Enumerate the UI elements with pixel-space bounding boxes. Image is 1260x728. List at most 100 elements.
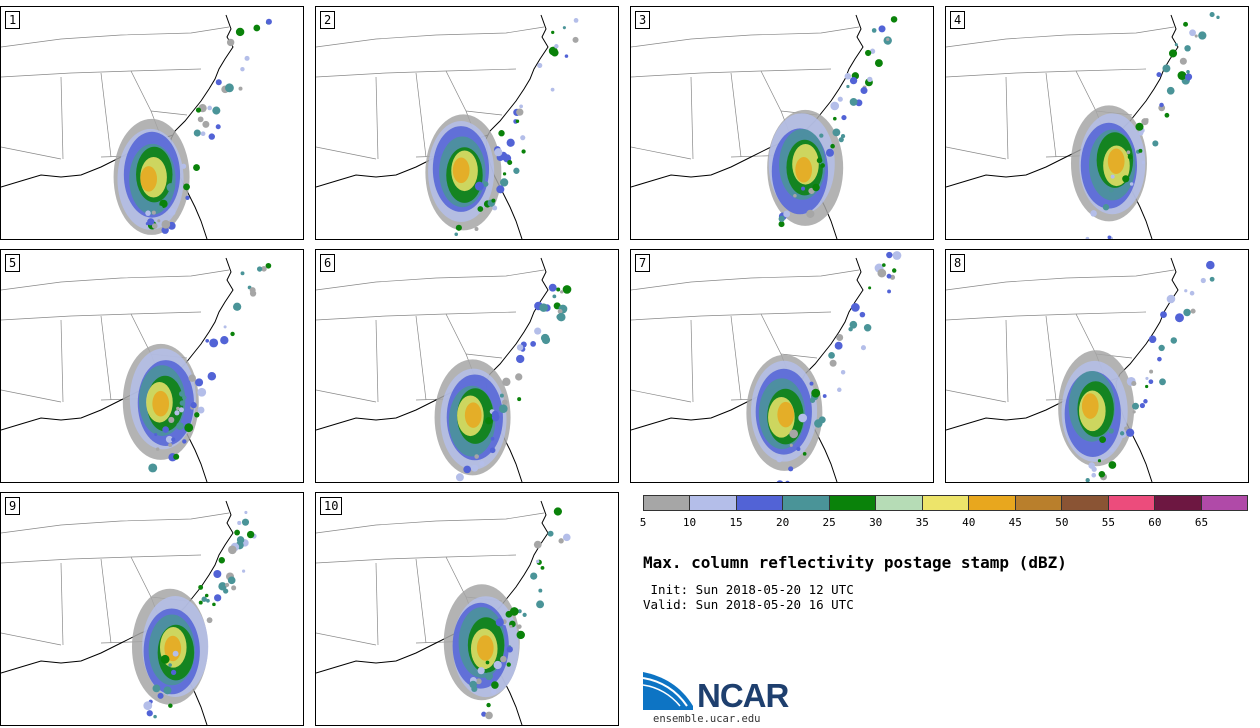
reflectivity-cell [208,133,215,140]
reflectivity-cell [197,406,205,414]
reflectivity-area [464,402,482,428]
state-border [60,76,64,160]
ncar-wordmark: NCAR [697,677,789,714]
reflectivity-cell [1200,277,1206,284]
ensemble-member-panel: 2 [315,6,619,240]
reflectivity-cell [474,454,479,459]
reflectivity-cell [537,62,543,69]
state-border [1,269,230,291]
reflectivity-cell [178,407,184,413]
reflectivity-cell [806,209,815,218]
reflectivity-cell [179,391,185,397]
reflectivity-cell [197,387,207,397]
colorbar-tick-label: 40 [962,516,976,529]
reflectivity-cell [556,312,566,322]
member-number: 5 [5,254,21,272]
state-border [415,315,427,401]
reflectivity-cell [1148,379,1154,385]
reflectivity-cell [163,686,172,695]
reflectivity-cell [197,116,204,123]
valid-time: Valid: Sun 2018-05-20 16 UTC [643,597,854,612]
reflectivity-cell [455,473,464,482]
reflectivity-cell [509,624,513,628]
state-border [316,311,517,321]
reflectivity-cell [865,49,872,57]
colorbar-segment [1015,496,1063,510]
reflectivity-cell [166,183,176,192]
state-border [780,353,818,359]
state-border [946,269,1175,291]
colorbar-ticks: 5 10 15 20 25 30 35 40 45 50 55 60 65 [640,516,1248,530]
reflectivity-cell [173,453,180,460]
reflectivity-cell [877,268,887,278]
reflectivity-cell [168,442,173,448]
reflectivity-cell [558,538,564,544]
reflectivity-cell [886,251,893,259]
reflectivity-cell [162,426,169,433]
reflectivity-cell [1186,70,1190,74]
state-border [631,389,692,403]
reflectivity-cell [860,345,866,351]
state-border [946,311,1147,321]
reflectivity-cell [812,183,820,192]
reflectivity-cell [517,624,522,629]
coastline [316,257,549,482]
reflectivity-cell [157,692,164,699]
ensemble-member-panel: 5 [0,249,304,483]
colorbar-tick-label: 10 [682,516,697,529]
reflectivity-area [152,390,170,417]
state-border [730,72,742,158]
reflectivity-cell [1132,402,1139,410]
reflectivity-cell [486,702,491,708]
reflectivity-cell [172,650,179,657]
reflectivity-cell [176,422,184,430]
reflectivity-cell [490,436,495,441]
colorbar-segment [1108,496,1156,510]
reflectivity-cell [491,410,499,418]
reflectivity-cell [844,73,852,80]
ensemble-url[interactable]: ensemble.ucar.edu [653,713,761,725]
reflectivity-cell [500,178,509,187]
reflectivity-cell [223,588,229,594]
reflectivity-cell [506,662,511,667]
reflectivity-cell [562,285,572,294]
reflectivity-cell [822,394,827,398]
reflectivity-cell [170,669,177,675]
reflectivity-cell [860,87,868,95]
ensemble-member-panel: 8 [945,249,1249,483]
reflectivity-cell [1145,376,1149,380]
reflectivity-cell [469,680,477,689]
colorbar-segment [690,496,737,510]
reflectivity-cell [165,435,173,443]
reflectivity-cell [830,143,835,149]
reflectivity-map [1,14,272,239]
reflectivity-cell [778,221,785,228]
reflectivity-cell [507,159,513,165]
reflectivity-cell [788,466,794,472]
ensemble-member-panel: 4 [945,6,1249,240]
colorbar-segment [783,496,830,510]
reflectivity-cell [1157,356,1162,362]
reflectivity-cell [238,86,243,91]
reflectivity-cell [840,370,846,375]
colorbar-tick-label: 60 [1148,516,1162,529]
coastline [316,14,549,239]
reflectivity-cell [516,354,525,364]
reflectivity-cell [548,283,557,292]
reflectivity-cell [1184,45,1191,52]
reflectivity-cell [161,220,171,229]
reflectivity-cell [850,303,860,312]
reflectivity-cell [553,507,562,516]
state-border [1,554,202,564]
reflectivity-cell [1135,122,1144,131]
reflectivity-cell [1179,57,1187,65]
reflectivity-cell [1209,12,1215,18]
coastline [1,14,234,239]
colorbar-tick-label: 45 [1008,516,1022,529]
reflectivity-cell [463,465,472,474]
reflectivity-cell [868,286,872,290]
reflectivity-cell [494,148,503,157]
reflectivity-cell [1159,102,1164,108]
reflectivity-cell [253,24,261,32]
reflectivity-cell [244,55,250,61]
